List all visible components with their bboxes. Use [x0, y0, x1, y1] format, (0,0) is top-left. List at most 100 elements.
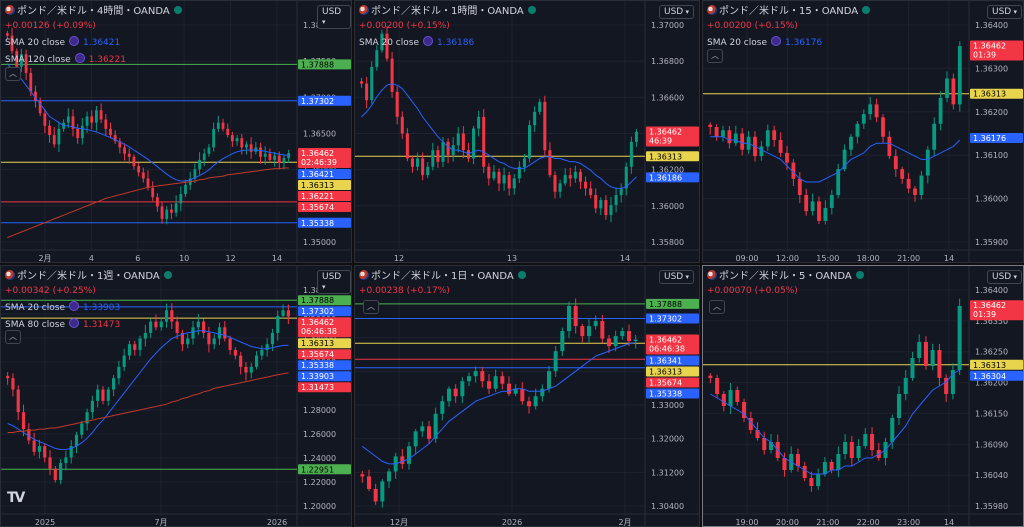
candle-body [507, 383, 511, 394]
chart-panel-1h[interactable]: ポンド／米ドル・1時間・OANDA +0.00200 (+0.15%) SMA … [354, 0, 700, 263]
y-tick-label: 1.36500 [303, 130, 336, 139]
candle-body [223, 327, 227, 339]
currency-selector[interactable]: USD [987, 270, 1022, 284]
candle-body [759, 146, 764, 157]
candle-body [426, 166, 430, 176]
price-label-text: 1.36462 [301, 318, 334, 327]
price-label-bg [646, 126, 699, 147]
indicator-settings-icon[interactable] [69, 36, 79, 46]
candle-body [533, 111, 537, 126]
candle-body [226, 128, 230, 136]
candle-body [472, 128, 476, 159]
price-label-text: 1.36313 [301, 339, 334, 348]
sma-fast-line [361, 83, 637, 189]
chart-panel-1w[interactable]: ポンド／米ドル・1週・OANDA +0.00342 (+0.25%) SMA 2… [0, 265, 352, 527]
candle-body [951, 78, 956, 105]
candle-body [270, 332, 275, 345]
price-label-text: 1.36186 [649, 173, 682, 182]
candle-body [24, 54, 28, 73]
indicator-settings-icon[interactable] [771, 36, 781, 46]
candle-body [233, 349, 237, 356]
indicator-sma-20[interactable]: SMA 20 close 1.33903 [5, 301, 121, 313]
indicator-settings-icon[interactable] [74, 53, 85, 63]
price-change: +0.00200 (+0.15%) [359, 21, 450, 31]
candle-body [874, 104, 879, 118]
candle-body [52, 135, 56, 145]
indicator-sma-20[interactable]: SMA 20 close 1.36186 [359, 36, 475, 48]
candle-body [500, 376, 505, 384]
candle-body [265, 344, 269, 350]
candle-body [96, 389, 100, 401]
collapse-legend-button[interactable]: ︿ [709, 300, 725, 314]
candlestick-chart[interactable]: 1.370001.368001.366001.364001.362001.360… [355, 1, 700, 263]
y-tick-label: 1.36800 [651, 57, 684, 66]
candle-body [80, 423, 84, 435]
y-tick-label: 1.36000 [975, 195, 1008, 204]
currency-selector[interactable]: USD [659, 5, 694, 19]
candle-body [410, 158, 414, 167]
indicator-settings-icon[interactable] [69, 301, 79, 311]
candle-body [170, 310, 174, 322]
candlestick-chart[interactable]: 1.36400 1.36300 1.36200 1.36100 1.36000 1.359… [703, 1, 1024, 263]
candle-body [893, 156, 898, 170]
currency-selector[interactable]: USD [317, 5, 351, 29]
candle-body [843, 442, 848, 454]
candle-body [473, 371, 478, 377]
chart-panel-1d[interactable]: ポンド／米ドル・1日・OANDA +0.00238 (+0.17%) USD ︿… [354, 265, 700, 527]
indicator-sma-80[interactable]: SMA 80 close 1.31473 [5, 318, 121, 330]
panel-header: ポンド／米ドル・1時間・OANDA +0.00200 (+0.15%) SMA … [359, 5, 536, 50]
x-tick-label: 14 [620, 254, 630, 263]
indicator-sma-120[interactable]: SMA 120 close 1.36221 [5, 53, 126, 65]
candle-body [887, 136, 892, 157]
price-label-bg [298, 168, 351, 179]
indicator-sma-20[interactable]: SMA 20 close 1.36421 [5, 36, 121, 48]
candle-body [573, 171, 577, 179]
candle-body [240, 138, 244, 148]
currency-selector[interactable]: USD [987, 5, 1022, 19]
candle-body [186, 338, 190, 345]
y-tick-label: 1.36300 [975, 64, 1008, 73]
price-label-text: 1.36313 [301, 181, 334, 190]
collapse-legend-button[interactable]: ︿ [363, 300, 379, 314]
candlestick-chart[interactable]: 1.380001.375001.370001.365001.360001.355… [1, 1, 352, 263]
candle-body [624, 166, 628, 189]
candle-body [937, 350, 942, 378]
indicator-settings-icon[interactable] [423, 36, 433, 46]
candle-body [407, 446, 411, 464]
price-label-bg [646, 377, 699, 388]
candlestick-chart[interactable]: 1.380001.360001.340001.320001.300001.280… [1, 266, 352, 527]
candle-body [390, 58, 394, 92]
candle-body [721, 130, 725, 137]
indicator-sma-20[interactable]: SMA 20 close 1.36176 [707, 36, 823, 48]
candle-body [38, 100, 42, 114]
chart-panel-4h[interactable]: ポンド／米ドル・4時間・OANDA +0.00126 (+0.09%) SMA … [0, 0, 352, 263]
candle-body [856, 446, 861, 458]
candlestick-chart[interactable]: 1.36400 1.36350 1.36250 1.36200 1.36150 1.360… [703, 266, 1024, 527]
y-tick-label: 1.36040 [975, 471, 1008, 480]
candle-body [487, 381, 491, 389]
candlestick-chart[interactable]: 1.370001.350001.340001.330001.320001.312… [355, 266, 700, 527]
currency-selector[interactable]: USD [317, 270, 351, 294]
collapse-legend-button[interactable]: ︿ [5, 67, 21, 81]
price-label-countdown: 06:46:38 [649, 345, 685, 354]
currency-selector[interactable]: USD [659, 270, 694, 284]
y-tick-label: 1.26000 [303, 430, 336, 439]
collapse-legend-button[interactable]: ︿ [707, 49, 723, 63]
sma-fast-line [361, 342, 636, 465]
chart-panel-5m[interactable]: ポンド／米ドル・5・OANDA +0.00070 (+0.05%) USD ︿ … [702, 265, 1024, 527]
price-label: 1.37888 [646, 298, 699, 309]
price-label-text: 1.37302 [649, 315, 682, 324]
price-label: 1.35338 [646, 388, 699, 399]
candle-body [127, 344, 132, 356]
candle-body [69, 446, 73, 458]
price-label-bg [970, 88, 1023, 99]
x-tick-label: 15:00 [816, 254, 839, 263]
price-label: 1.33903 [298, 371, 351, 382]
collapse-legend-button[interactable]: ︿ [5, 330, 21, 344]
indicator-settings-icon[interactable] [69, 318, 79, 328]
chart-panel-15m[interactable]: ポンド／米ドル・15・OANDA +0.00200 (+0.15%) SMA 2… [702, 0, 1024, 263]
candle-body [104, 119, 108, 129]
price-label-text: 1.35674 [301, 350, 334, 359]
